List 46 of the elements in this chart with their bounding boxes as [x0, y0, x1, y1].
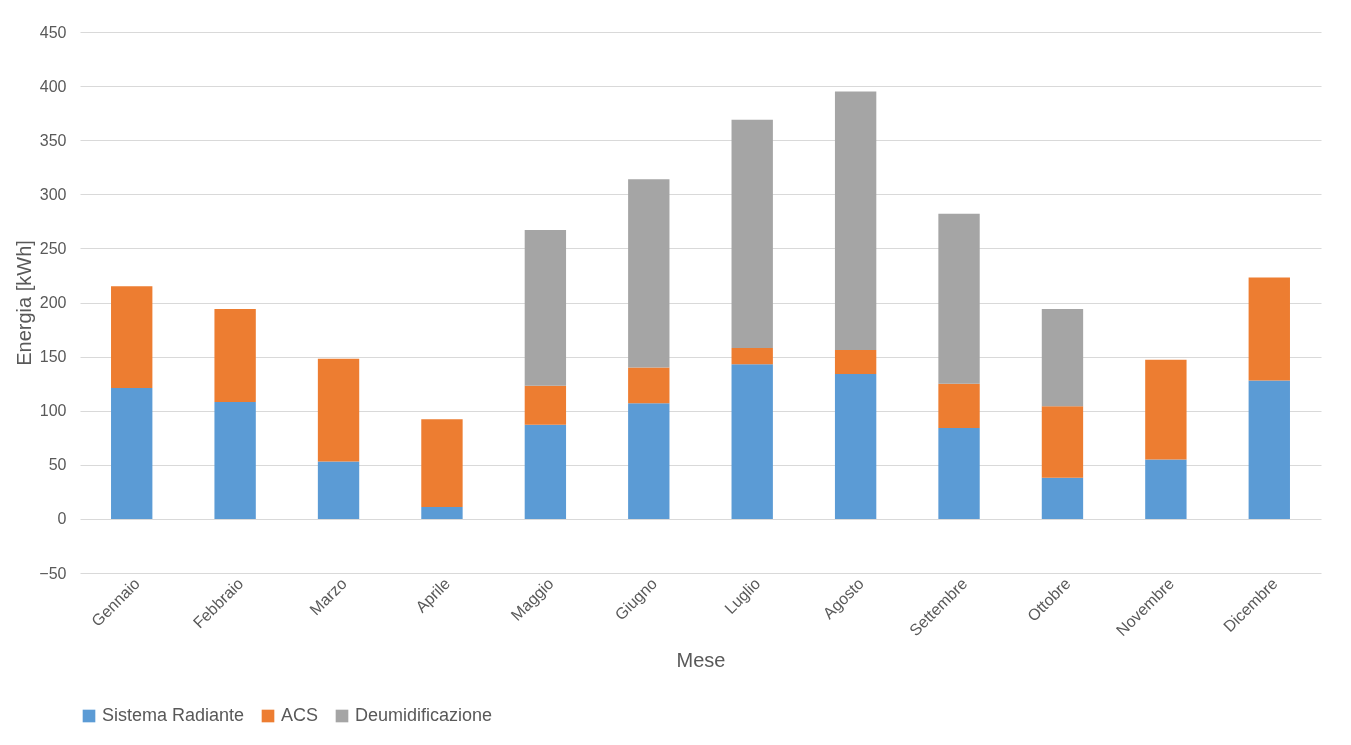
bar [628, 179, 670, 368]
y-tick-label: 400 [39, 77, 67, 95]
bar [421, 419, 463, 507]
bar [524, 385, 567, 425]
bar [938, 428, 980, 519]
bar [834, 350, 877, 374]
bar [317, 461, 360, 519]
bar [938, 213, 980, 384]
bar [938, 383, 980, 429]
bar [628, 403, 670, 519]
bar [214, 308, 256, 403]
bar [421, 507, 463, 519]
bar [1248, 380, 1290, 519]
bar [834, 91, 877, 351]
bar [1248, 277, 1290, 381]
bar [111, 387, 153, 519]
y-tick-label: 250 [39, 239, 67, 257]
bar [1145, 359, 1187, 460]
bar [524, 230, 567, 386]
bar [628, 367, 670, 404]
bar [317, 358, 360, 462]
legend-label: Sistema Radiante [102, 705, 245, 725]
y-tick-label: 200 [39, 294, 67, 311]
bar [1041, 477, 1084, 519]
y-tick-label: 150 [39, 348, 67, 366]
y-tick-label: 50 [48, 456, 67, 474]
y-tick-label: −50 [39, 564, 67, 582]
bar [524, 424, 567, 519]
bar [1041, 406, 1084, 478]
bar [731, 347, 773, 365]
y-tick-label: 450 [39, 23, 67, 41]
bar [214, 402, 256, 519]
y-tick-label: 300 [39, 185, 67, 203]
bar [111, 286, 153, 388]
bar [1145, 459, 1187, 519]
bar [834, 373, 877, 519]
y-tick-label: 0 [57, 510, 67, 528]
bar [1041, 308, 1084, 407]
y-tick-label: 350 [39, 131, 67, 149]
x-axis-title: Mese [676, 649, 726, 672]
legend-label: Deumidificazione [355, 705, 493, 725]
legend-label: ACS [281, 705, 319, 725]
y-axis-title: Energia [kWh] [13, 240, 36, 366]
y-tick-label: 100 [39, 402, 67, 420]
bar [731, 364, 773, 519]
bar [731, 119, 773, 348]
